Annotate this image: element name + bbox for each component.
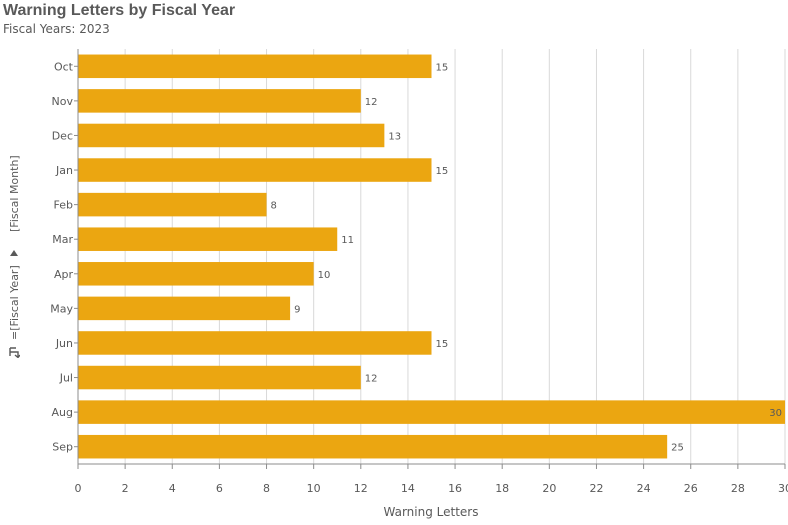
category-label: Dec [52, 129, 73, 142]
bar[interactable] [78, 192, 267, 217]
x-tick-label: 0 [75, 482, 82, 495]
bar[interactable] [78, 89, 361, 113]
bar[interactable] [78, 434, 668, 459]
bars [78, 54, 785, 459]
chart-subtitle: Fiscal Years: 2023 [3, 22, 110, 36]
category-label: Sep [52, 441, 73, 454]
bar[interactable] [78, 331, 432, 355]
data-label: 10 [318, 270, 331, 281]
category-label: Apr [54, 268, 74, 281]
x-tick-label: 20 [542, 482, 556, 495]
grid-lines [77, 49, 786, 464]
bar[interactable] [78, 262, 314, 286]
category-label: Feb [54, 199, 73, 212]
x-tick-label: 18 [495, 482, 509, 495]
bar[interactable] [78, 54, 432, 79]
data-label: 12 [365, 97, 378, 108]
x-tick-label: 14 [401, 482, 415, 495]
triangle-up-icon[interactable] [9, 248, 19, 258]
x-tick-label: 28 [731, 482, 745, 495]
x-tick-label: 16 [448, 482, 462, 495]
category-label: Nov [52, 95, 74, 108]
data-label: 15 [436, 339, 449, 350]
category-label: Jul [59, 372, 73, 385]
data-label: 15 [436, 62, 449, 73]
x-tick-label: 10 [307, 482, 321, 495]
chart-title: Warning Letters by Fiscal Year [3, 2, 236, 19]
category-label: Aug [52, 406, 73, 419]
value-axis: 024681012141618202224262830 [75, 463, 788, 495]
data-label: 9 [294, 304, 300, 315]
x-tick-label: 2 [122, 482, 129, 495]
category-label: Jun [55, 337, 73, 350]
x-tick-label: 26 [684, 482, 698, 495]
x-tick-label: 30 [778, 482, 788, 495]
x-tick-label: 6 [216, 482, 223, 495]
category-label: Oct [54, 60, 74, 73]
data-label: 15 [436, 166, 449, 177]
drill-down-icon[interactable] [8, 346, 20, 358]
bar[interactable] [78, 227, 338, 251]
category-label: Jan [55, 164, 73, 177]
x-tick-label: 4 [169, 482, 176, 495]
x-tick-label: 22 [589, 482, 603, 495]
data-labels: 15 12 13 15 8 11 10 9 15 12 30 25 [271, 62, 782, 453]
x-tick-label: 8 [263, 482, 270, 495]
data-label: 8 [271, 201, 277, 212]
x-tick-label: 12 [354, 482, 368, 495]
bar[interactable] [78, 400, 785, 424]
data-label: 30 [769, 408, 782, 419]
dimension-selector[interactable]: [Fiscal Month] =[Fiscal Year] [8, 150, 22, 365]
data-label: 25 [671, 443, 684, 454]
bar[interactable] [78, 158, 432, 182]
bar[interactable] [78, 365, 361, 390]
category-axis: Oct Nov Dec Jan Feb Mar Apr May Jun Jul Aug Sep [50, 49, 79, 464]
data-label: 11 [341, 235, 354, 246]
data-label: 13 [388, 131, 401, 142]
data-label: 12 [365, 374, 378, 385]
category-label: Mar [52, 233, 73, 246]
x-axis-title: Warning Letters [384, 505, 479, 519]
category-label: May [50, 302, 73, 315]
bar[interactable] [78, 296, 291, 321]
bar[interactable] [78, 123, 385, 148]
x-tick-label: 24 [637, 482, 651, 495]
